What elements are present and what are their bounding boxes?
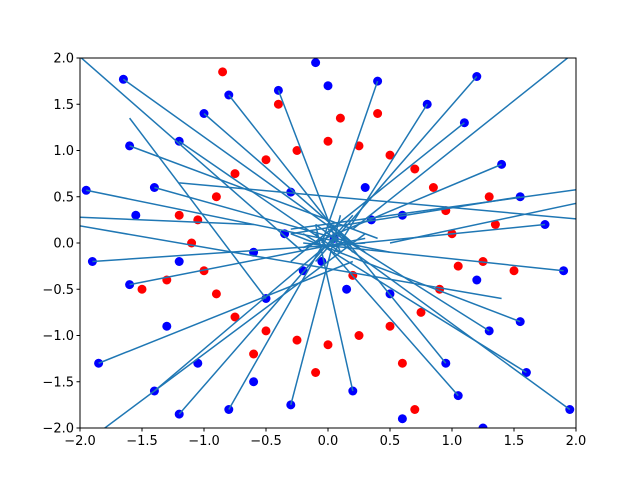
point bbox=[360, 183, 370, 192]
point bbox=[174, 257, 184, 266]
y-tick-label: −1.0 bbox=[42, 329, 74, 344]
point bbox=[484, 192, 494, 202]
y-tick-label: 0.5 bbox=[53, 190, 74, 205]
point bbox=[410, 405, 420, 414]
point bbox=[385, 321, 395, 331]
x-tick-label: 1.0 bbox=[442, 434, 463, 449]
y-tick-label: −2.0 bbox=[42, 422, 74, 437]
line-segment bbox=[154, 186, 354, 244]
line-segment bbox=[327, 228, 490, 332]
point bbox=[273, 99, 283, 109]
y-tick-label: 1.0 bbox=[53, 144, 74, 159]
point bbox=[230, 312, 240, 322]
y-tick-label: 1.5 bbox=[53, 98, 74, 113]
point bbox=[410, 164, 420, 174]
y-tick-label: 0.0 bbox=[53, 237, 74, 252]
point bbox=[174, 210, 184, 220]
point bbox=[472, 275, 482, 285]
point bbox=[286, 187, 296, 197]
point bbox=[292, 335, 302, 345]
point bbox=[211, 289, 221, 299]
point bbox=[311, 58, 321, 68]
x-tick-label: 0.5 bbox=[380, 434, 401, 449]
y-tick-label: 2.0 bbox=[53, 52, 74, 67]
point bbox=[249, 349, 259, 359]
point bbox=[509, 266, 519, 276]
line-segment bbox=[228, 224, 335, 410]
point bbox=[478, 423, 488, 428]
point bbox=[397, 358, 407, 368]
point bbox=[311, 368, 321, 377]
point bbox=[335, 113, 345, 123]
line-segment bbox=[290, 188, 576, 230]
line-segment bbox=[179, 182, 576, 220]
line-segment bbox=[178, 140, 341, 253]
line-segment bbox=[389, 202, 576, 244]
x-tick-label: 1.5 bbox=[504, 434, 525, 449]
plot-area bbox=[80, 58, 576, 428]
line-segment bbox=[80, 58, 304, 253]
point bbox=[162, 321, 172, 331]
line-segment bbox=[314, 224, 354, 392]
line-segment bbox=[153, 233, 341, 392]
line-segment bbox=[315, 223, 546, 249]
line-segment bbox=[80, 216, 254, 226]
x-tick-label: 2.0 bbox=[566, 434, 587, 449]
line-segment bbox=[302, 233, 527, 374]
point bbox=[385, 150, 395, 160]
line-segment bbox=[203, 112, 354, 244]
point bbox=[323, 136, 333, 146]
point bbox=[131, 210, 141, 220]
line-segment bbox=[122, 78, 366, 253]
point bbox=[428, 183, 438, 192]
point bbox=[323, 81, 333, 91]
y-tick-label: −1.5 bbox=[42, 375, 74, 390]
point bbox=[230, 169, 240, 179]
point bbox=[211, 192, 221, 202]
x-tick-label: −2.0 bbox=[64, 434, 96, 449]
line-segment bbox=[352, 58, 569, 230]
x-tick-label: −1.0 bbox=[188, 434, 220, 449]
point bbox=[323, 340, 333, 350]
point bbox=[261, 326, 271, 336]
point bbox=[490, 220, 500, 229]
point bbox=[249, 377, 259, 387]
y-tick-label: −0.5 bbox=[42, 283, 74, 298]
line-segment bbox=[315, 223, 571, 411]
line-segment bbox=[129, 237, 366, 286]
point bbox=[218, 67, 228, 77]
point bbox=[137, 284, 147, 294]
x-tick-label: −0.5 bbox=[250, 434, 282, 449]
line-segment bbox=[290, 122, 465, 263]
line-segment bbox=[80, 225, 502, 300]
line-segment bbox=[228, 94, 354, 253]
point bbox=[397, 414, 407, 424]
point bbox=[261, 155, 271, 165]
x-tick-label: 0.0 bbox=[318, 434, 339, 449]
point bbox=[342, 284, 352, 294]
line-segment bbox=[129, 117, 267, 299]
line-segment bbox=[178, 214, 354, 415]
line-segment bbox=[321, 80, 379, 244]
point bbox=[373, 109, 383, 118]
line-segment bbox=[277, 90, 342, 253]
point bbox=[453, 261, 463, 271]
x-tick-label: −1.5 bbox=[126, 434, 158, 449]
point bbox=[416, 307, 426, 317]
line-segment bbox=[103, 233, 366, 428]
line-segment bbox=[315, 233, 459, 397]
line-segment bbox=[98, 260, 354, 364]
point bbox=[354, 331, 364, 340]
point bbox=[292, 146, 302, 155]
